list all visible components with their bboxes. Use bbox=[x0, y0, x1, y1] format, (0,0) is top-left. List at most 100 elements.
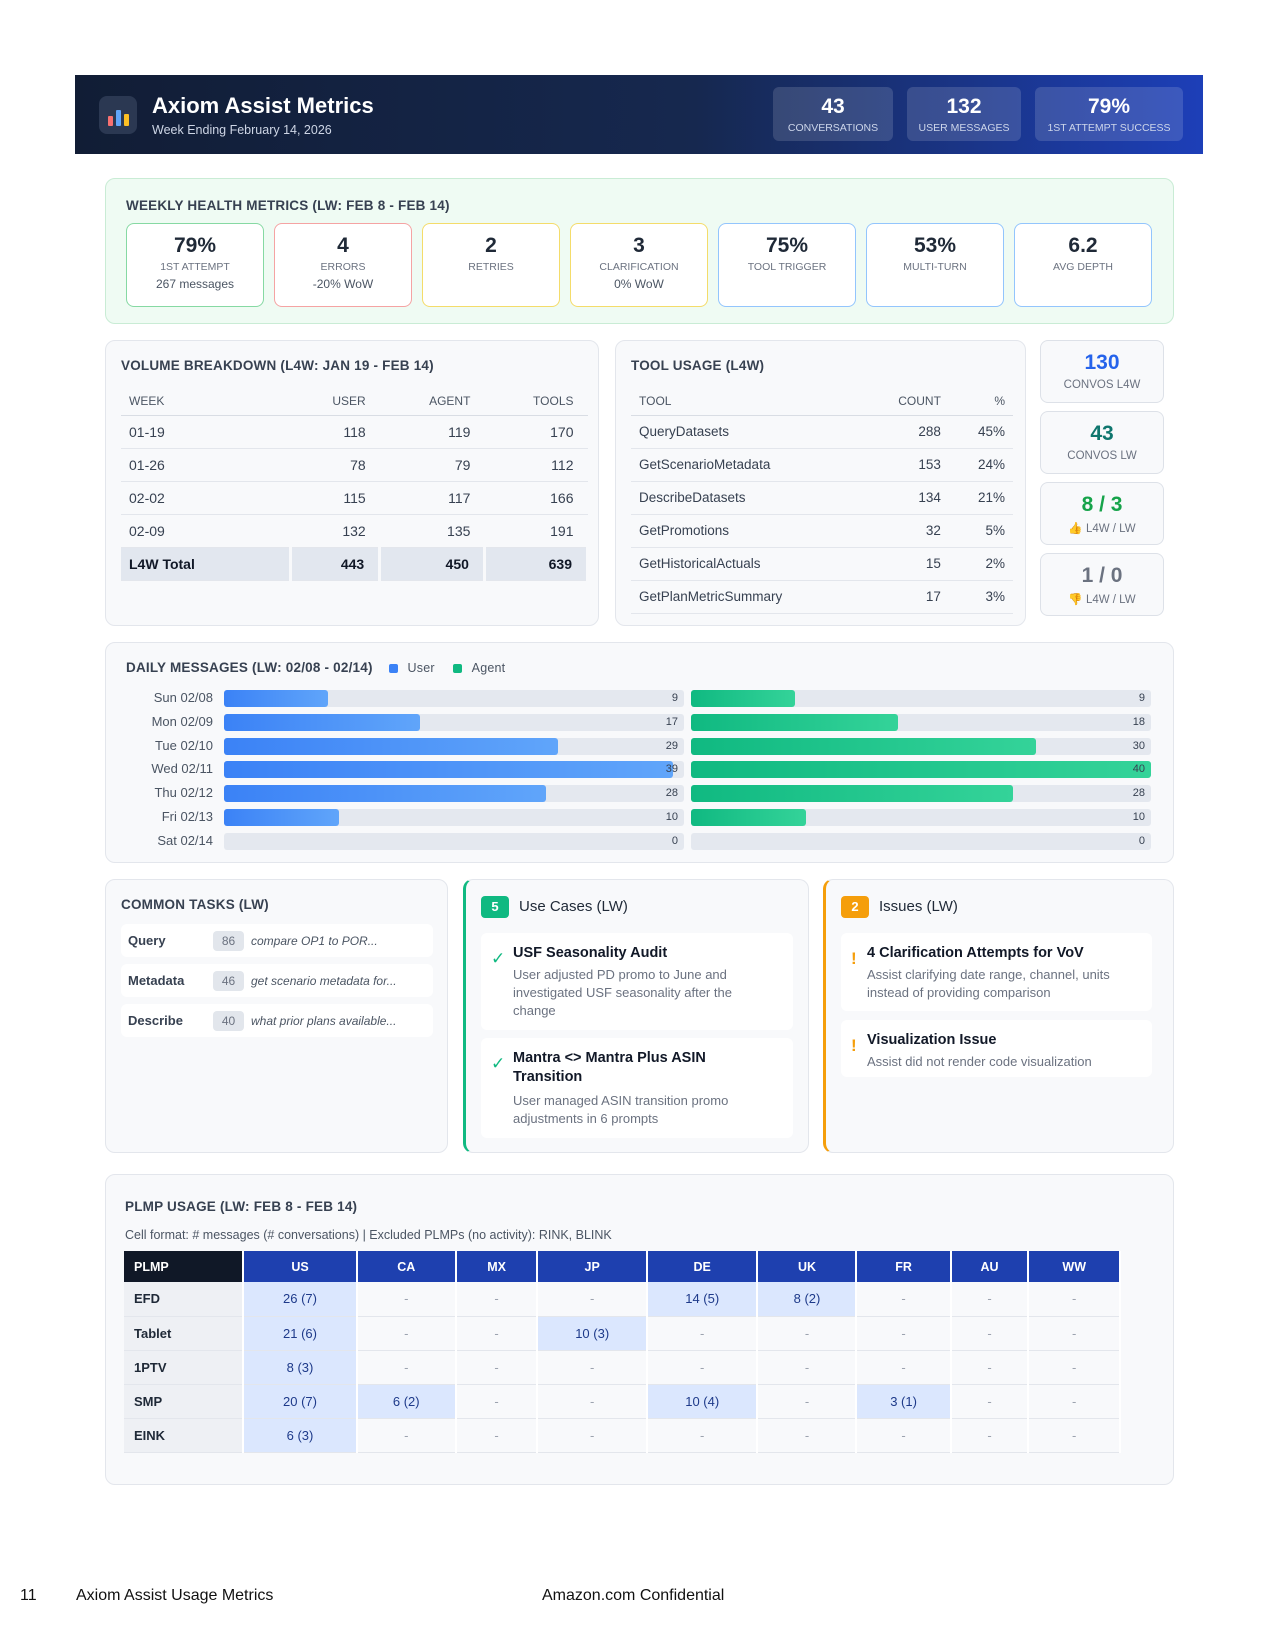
plmp-cell: - bbox=[356, 1316, 457, 1351]
plmp-cell: - bbox=[950, 1384, 1030, 1419]
agent-bar bbox=[691, 737, 1036, 755]
agent-value-label: 9 bbox=[1138, 692, 1145, 704]
use-cases-count-badge: 5 bbox=[481, 896, 509, 918]
check-icon: ✓ bbox=[491, 1054, 506, 1073]
table-row: QueryDatasets 288 45% bbox=[631, 415, 1013, 449]
volume-col-user: User bbox=[290, 387, 380, 416]
plmp-cell: - bbox=[1028, 1282, 1121, 1317]
list-item: Query 86 compare OP1 to POR... bbox=[121, 924, 433, 957]
page-title: Axiom Assist Metrics bbox=[152, 92, 374, 118]
common-tasks-panel: Common Tasks (LW) Query 86 compare OP1 t… bbox=[105, 879, 448, 1153]
table-row: GetPlanMetricSummary 17 3% bbox=[631, 580, 1013, 614]
agent-value-label: 18 bbox=[1132, 715, 1145, 728]
plmp-cell: - bbox=[950, 1316, 1030, 1351]
plmp-col-de: DE bbox=[646, 1251, 759, 1282]
warning-icon: ! bbox=[851, 949, 857, 968]
day-label: Sun 02/08 bbox=[153, 690, 213, 705]
plmp-cell: - bbox=[537, 1350, 648, 1385]
agent-bar-track: 18 bbox=[691, 713, 1151, 731]
plmp-cell: - bbox=[757, 1316, 858, 1351]
plmp-cell: - bbox=[856, 1418, 952, 1453]
plmp-row-label: Tablet bbox=[124, 1316, 245, 1351]
tasks-title: Common Tasks (LW) bbox=[121, 897, 269, 912]
header-stat-first-attempt: 79% 1st Attempt Success bbox=[1035, 87, 1183, 141]
plmp-col-jp: JP bbox=[537, 1251, 648, 1282]
daily-messages-panel: Daily Messages (LW: 02/08 - 02/14) User … bbox=[105, 642, 1174, 863]
table-row: SMP 20 (7) 6 (2) - -10 (4) -3 (1) - - bbox=[124, 1384, 1121, 1419]
footer-page-number: 11 bbox=[20, 1587, 37, 1604]
user-bar bbox=[224, 713, 420, 731]
plmp-cell: - bbox=[356, 1282, 457, 1317]
daily-title: Daily Messages (LW: 02/08 - 02/14) bbox=[126, 660, 373, 675]
plmp-cell: - bbox=[1028, 1350, 1121, 1385]
user-bar bbox=[224, 690, 328, 707]
plmp-cell: - bbox=[1028, 1418, 1121, 1453]
check-icon: ✓ bbox=[491, 949, 506, 968]
daily-row: Mon 02/09 17 18 bbox=[106, 713, 1173, 731]
list-item: Describe 40 what prior plans available..… bbox=[121, 1004, 433, 1037]
plmp-col-ww: WW bbox=[1028, 1251, 1121, 1282]
plmp-title: PLMP Usage (LW: Feb 8 - Feb 14) bbox=[125, 1199, 358, 1214]
plmp-cell: - bbox=[950, 1282, 1030, 1317]
day-label: Tue 02/10 bbox=[154, 737, 213, 753]
daily-row: Thu 02/12 28 28 bbox=[106, 784, 1173, 803]
daily-row: Sat 02/14 0 0 bbox=[106, 832, 1173, 850]
weekly-health-panel: Weekly Health Metrics (LW: Feb 8 - Feb 1… bbox=[105, 178, 1174, 324]
daily-row: Wed 02/11 39 40 bbox=[106, 760, 1173, 779]
use-cases-panel: 5 Use Cases (LW) ✓ USF Seasonality Audit… bbox=[463, 879, 809, 1153]
agent-bar bbox=[691, 690, 795, 707]
daily-row: Sun 02/08 9 9 bbox=[106, 689, 1173, 707]
plmp-cell: - bbox=[537, 1418, 648, 1453]
table-row: 01-19 118 119 170 bbox=[121, 415, 588, 449]
volume-breakdown-panel: Volume Breakdown (L4W: Jan 19 - Feb 14) … bbox=[105, 340, 599, 626]
plmp-cell: - bbox=[646, 1418, 759, 1453]
user-bar bbox=[224, 761, 673, 779]
health-card-errors: 4 Errors -20% WoW bbox=[274, 223, 412, 307]
plmp-col-us: US bbox=[243, 1251, 358, 1282]
plmp-col-fr: FR bbox=[856, 1251, 952, 1282]
user-value-label: 17 bbox=[665, 715, 678, 728]
user-bar-track: 17 bbox=[224, 713, 684, 731]
plmp-col-plmp: PLMP bbox=[124, 1251, 245, 1282]
plmp-col-uk: UK bbox=[757, 1251, 858, 1282]
convos-l4w-card: 130 Convos L4W bbox=[1040, 340, 1164, 403]
plmp-cell: - bbox=[950, 1418, 1030, 1453]
user-bar-track: 0 bbox=[224, 832, 684, 850]
list-item: ! Visualization Issue Assist did not ren… bbox=[841, 1020, 1152, 1077]
plmp-cell: - bbox=[455, 1316, 539, 1351]
plmp-cell: - bbox=[950, 1350, 1030, 1385]
plmp-cell: - bbox=[856, 1282, 952, 1317]
plmp-row-label: 1PTV bbox=[124, 1350, 245, 1385]
agent-bar-track: 40 bbox=[691, 761, 1151, 779]
table-row: 1PTV 8 (3) - - - - - - - - bbox=[124, 1350, 1121, 1385]
tools-title: Tool Usage (L4W) bbox=[631, 358, 765, 373]
plmp-cell: 10 (3) bbox=[537, 1316, 648, 1351]
health-card-multi-turn: 53% Multi-Turn bbox=[866, 223, 1004, 307]
tools-table: Tool Count % QueryDatasets 288 45% GetScen… bbox=[631, 387, 1013, 614]
agent-bar bbox=[691, 713, 898, 731]
tool-usage-panel: Tool Usage (L4W) Tool Count % QueryDatas… bbox=[615, 340, 1026, 626]
volume-col-tools: Tools bbox=[484, 387, 588, 416]
user-bar bbox=[224, 737, 558, 755]
plmp-col-au: AU bbox=[950, 1251, 1030, 1282]
agent-bar bbox=[691, 809, 806, 826]
header-stat-conversations: 43 Conversations bbox=[773, 87, 893, 141]
agent-value-label: 0 bbox=[1138, 834, 1145, 847]
plmp-cell: 8 (2) bbox=[757, 1282, 858, 1317]
plmp-cell: - bbox=[757, 1418, 858, 1453]
list-item: Metadata 46 get scenario metadata for... bbox=[121, 964, 433, 997]
user-bar-track: 9 bbox=[224, 690, 684, 707]
day-label: Thu 02/12 bbox=[154, 785, 213, 801]
plmp-cell: 14 (5) bbox=[646, 1282, 759, 1317]
table-row: EFD 26 (7) - - -14 (5) 8 (2) - - - bbox=[124, 1282, 1121, 1317]
volume-title: Volume Breakdown (L4W: Jan 19 - Feb 14) bbox=[121, 358, 434, 373]
page-subtitle: Week Ending February 14, 2026 bbox=[152, 122, 332, 137]
health-card-first-attempt: 79% 1st Attempt 267 messages bbox=[126, 223, 264, 307]
plmp-cell: - bbox=[1028, 1384, 1121, 1419]
thumbs-down-icon: 👎 bbox=[1068, 594, 1083, 606]
use-cases-title: Use Cases (LW) bbox=[519, 898, 628, 915]
issues-panel: 2 Issues (LW) ! 4 Clarification Attempts… bbox=[823, 879, 1174, 1153]
legend-agent-label: Agent bbox=[471, 661, 506, 675]
table-row: 02-09 132 135 191 bbox=[121, 514, 588, 548]
user-bar-track: 28 bbox=[224, 785, 684, 803]
